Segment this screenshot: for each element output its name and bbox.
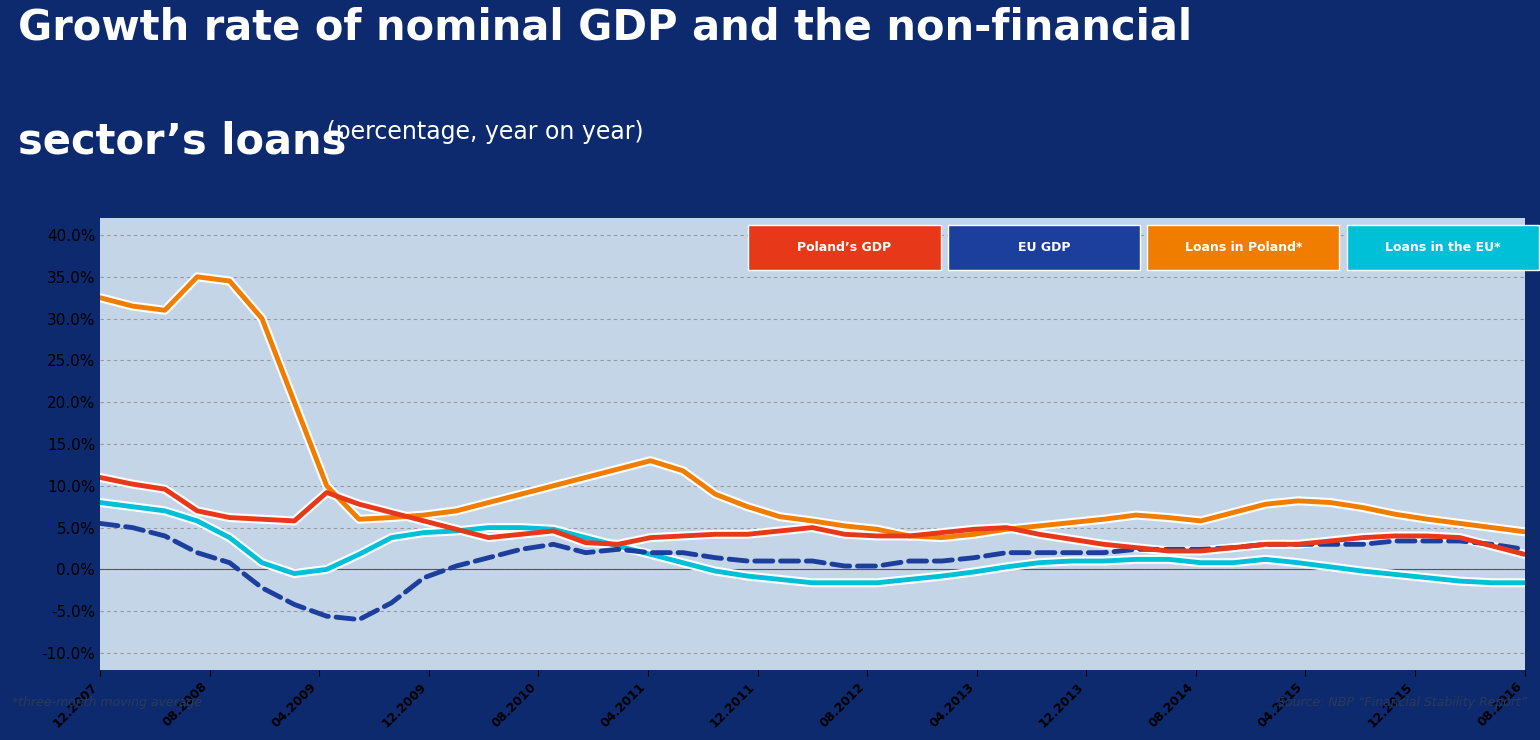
Text: *three-month moving average: *three-month moving average [12, 696, 202, 709]
Text: (percentage, year on year): (percentage, year on year) [319, 120, 644, 144]
Text: Poland’s GDP: Poland’s GDP [798, 241, 892, 254]
FancyBboxPatch shape [1346, 225, 1538, 270]
Text: EU GDP: EU GDP [1018, 241, 1070, 254]
FancyBboxPatch shape [1147, 225, 1340, 270]
Text: Source: NBP “Financial Stability Report”: Source: NBP “Financial Stability Report” [1277, 696, 1528, 709]
Text: Loans in the EU*: Loans in the EU* [1384, 241, 1500, 254]
FancyBboxPatch shape [748, 225, 941, 270]
Text: Loans in Poland*: Loans in Poland* [1184, 241, 1301, 254]
Text: Growth rate of nominal GDP and the non-financial: Growth rate of nominal GDP and the non-f… [18, 7, 1192, 49]
Text: sector’s loans: sector’s loans [18, 120, 346, 162]
FancyBboxPatch shape [947, 225, 1140, 270]
